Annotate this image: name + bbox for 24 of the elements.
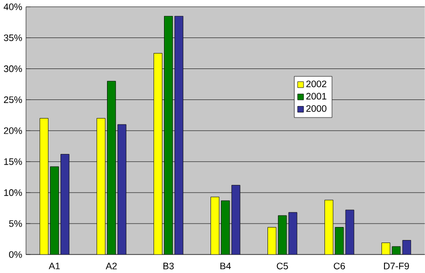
y-tick-label: 25% bbox=[4, 96, 22, 104]
bar bbox=[40, 118, 48, 255]
legend-label: 2002 bbox=[306, 80, 326, 88]
y-tick-label: 30% bbox=[4, 65, 22, 72]
x-tick-label: C6 bbox=[334, 262, 345, 270]
legend-label: 2001 bbox=[306, 92, 326, 100]
x-tick-label: C5 bbox=[276, 262, 288, 270]
bar bbox=[96, 118, 106, 255]
legend-label: 2000 bbox=[306, 105, 326, 112]
bar bbox=[210, 196, 220, 255]
y-tick-label: 5% bbox=[9, 220, 22, 227]
x-tick-label: A1 bbox=[48, 262, 60, 270]
y-tick-label: 0% bbox=[9, 251, 22, 258]
y-tick-label: 20% bbox=[4, 127, 22, 134]
x-tick-label: A2 bbox=[106, 262, 117, 270]
x-tick-label: B3 bbox=[163, 262, 174, 270]
y-tick-label: 40% bbox=[4, 4, 22, 10]
x-tick-label: D7-F9 bbox=[384, 262, 409, 270]
x-tick-label: B4 bbox=[220, 262, 231, 270]
y-tick-label: 35% bbox=[4, 34, 22, 42]
bar bbox=[268, 227, 276, 255]
y-tick-label: 15% bbox=[4, 158, 22, 166]
y-tick-label: 10% bbox=[4, 189, 22, 196]
bar bbox=[154, 53, 162, 255]
